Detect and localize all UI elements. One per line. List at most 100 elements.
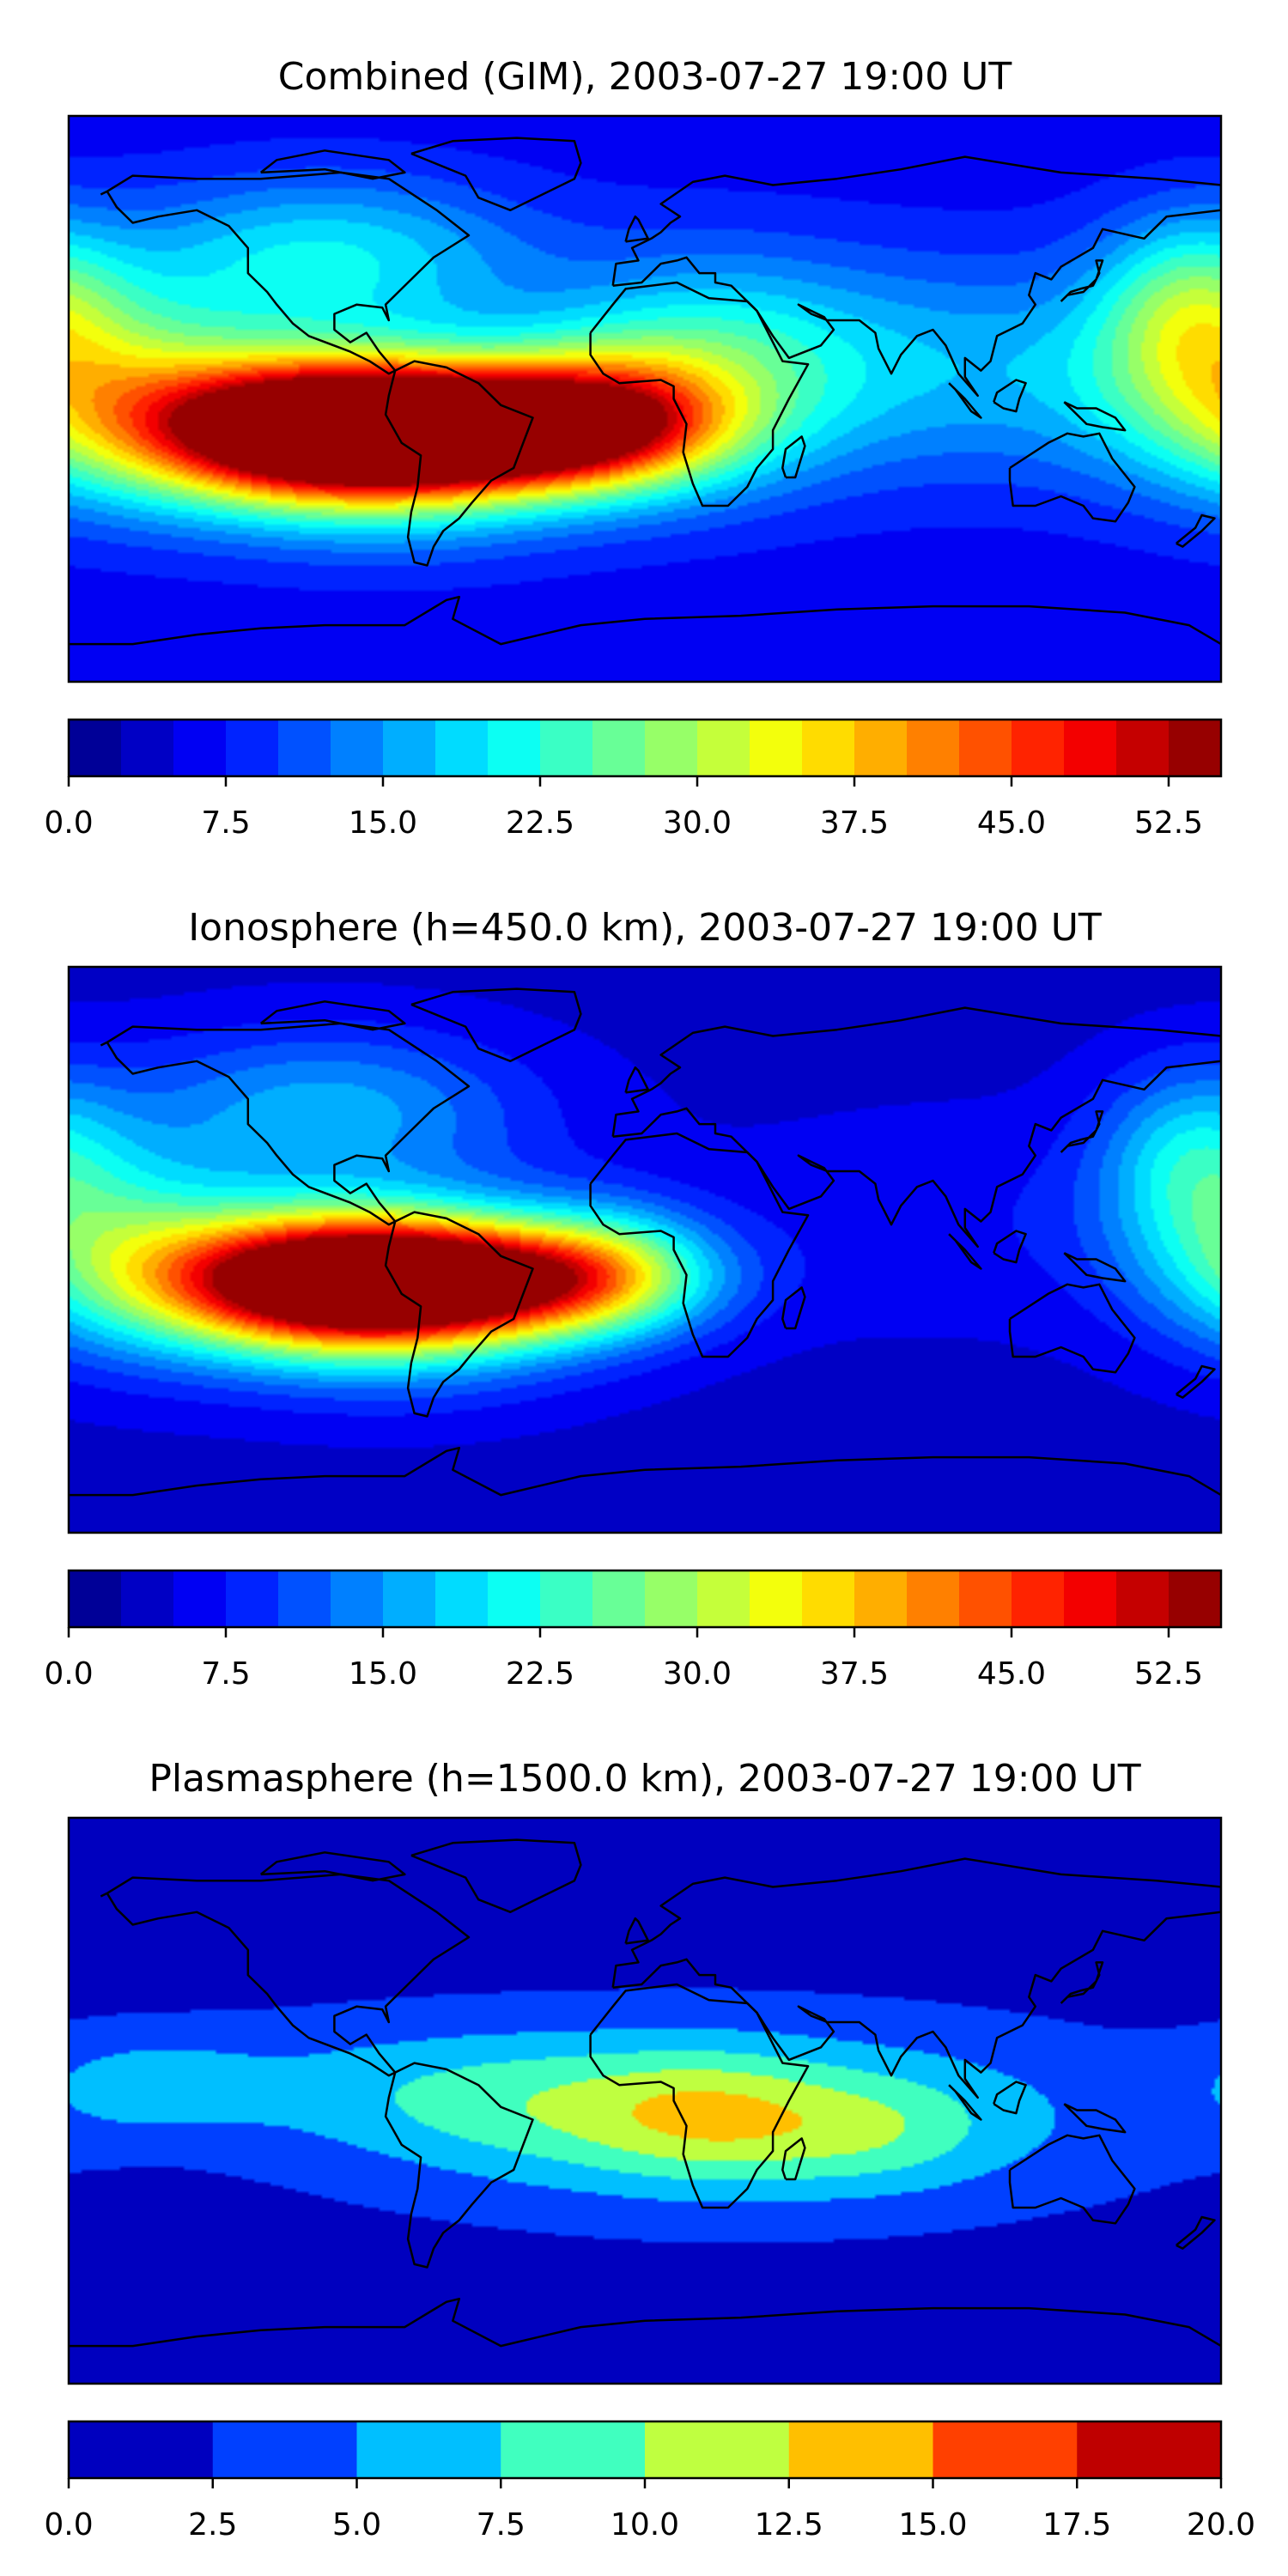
coastlines bbox=[69, 1838, 1221, 2348]
coastline-segment bbox=[259, 1000, 406, 1031]
colorbar: 0.0 7.5 15.0 22.5 30.0 37.5 45.0 52.5 bbox=[44, 1569, 1223, 1692]
colorbar-tick-label: 2.5 bbox=[188, 2507, 237, 2543]
coastline-segment bbox=[410, 137, 582, 212]
map-frame bbox=[67, 1816, 1223, 2385]
panel-combined: Combined (GIM), 2003-07-27 19:00 UT 0.0 7… bbox=[44, 55, 1223, 841]
coastline-segment bbox=[1063, 401, 1127, 432]
colorbar-level bbox=[592, 720, 646, 776]
colorbar-level bbox=[173, 720, 227, 776]
colorbar: 0.0 7.5 15.0 22.5 30.0 37.5 45.0 52.5 bbox=[44, 718, 1223, 841]
colorbar-level bbox=[69, 1571, 122, 1627]
coastline-segment bbox=[384, 1211, 534, 1418]
coastline-segment bbox=[624, 215, 649, 243]
panel-ionosphere: Ionosphere (h=450.0 km), 2003-07-27 19:0… bbox=[44, 906, 1223, 1692]
coastline-segment bbox=[69, 2297, 1221, 2348]
colorbar-frame bbox=[67, 718, 1223, 778]
coastline-segment bbox=[611, 155, 1221, 398]
colorbar-level bbox=[1077, 2421, 1222, 2478]
coastline-segment bbox=[106, 1873, 471, 2077]
coastline-segment bbox=[1008, 432, 1136, 523]
colorbar-level bbox=[1116, 1571, 1170, 1627]
coastline-segment bbox=[948, 382, 982, 419]
colorbar-tick-label: 7.5 bbox=[201, 1656, 250, 1692]
colorbar-tick-label: 45.0 bbox=[977, 805, 1046, 841]
map-frame bbox=[67, 114, 1223, 683]
colorbar-tick-label: 22.5 bbox=[506, 805, 574, 841]
colorbar-level bbox=[1012, 1571, 1065, 1627]
colorbar-level bbox=[907, 720, 960, 776]
colorbar-tick-label: 5.0 bbox=[332, 2507, 381, 2543]
colorbar-level bbox=[697, 1571, 750, 1627]
coastline-segment bbox=[589, 1983, 810, 2209]
colorbar-level bbox=[435, 1571, 489, 1627]
coastline-segment bbox=[69, 1446, 1221, 1497]
colorbar-level bbox=[278, 720, 331, 776]
colorbar-tick-label: 37.5 bbox=[820, 1656, 889, 1692]
colorbar-level bbox=[645, 720, 698, 776]
colorbar-level bbox=[488, 1571, 541, 1627]
colorbar-level bbox=[488, 720, 541, 776]
coastline-segment bbox=[100, 1041, 108, 1047]
colorbar-frame bbox=[67, 1569, 1223, 1629]
colorbar-level bbox=[383, 1571, 436, 1627]
colorbar-level bbox=[435, 720, 489, 776]
coastline-segment bbox=[384, 360, 534, 567]
colorbar-tick-label: 20.0 bbox=[1187, 2507, 1255, 2543]
colorbar-level bbox=[121, 720, 174, 776]
colorbar-tick-label: 7.5 bbox=[201, 805, 250, 841]
colorbar-level bbox=[933, 2421, 1078, 2478]
colorbar-level bbox=[69, 720, 122, 776]
colorbar-level bbox=[959, 1571, 1012, 1627]
colorbar-level bbox=[788, 2421, 934, 2478]
coastline-segment bbox=[1060, 1961, 1104, 2004]
colorbar-tick-label: 52.5 bbox=[1134, 805, 1203, 841]
coastline-segment bbox=[589, 281, 810, 507]
colorbar: 0.0 2.5 5.0 7.5 10.0 12.5 15.0 17.5 20.0 bbox=[44, 2420, 1255, 2543]
colorbar-tick-label: 0.0 bbox=[44, 1656, 93, 1692]
coastline-segment bbox=[624, 1066, 649, 1094]
colorbar-level bbox=[750, 1571, 803, 1627]
colorbar-tick-label: 30.0 bbox=[663, 1656, 732, 1692]
coastline-segment bbox=[1176, 2215, 1216, 2250]
coastline-segment bbox=[993, 1230, 1027, 1264]
colorbar-tick-label: 37.5 bbox=[820, 805, 889, 841]
colorbar-tick-label: 12.5 bbox=[755, 2507, 823, 2543]
colorbar-level bbox=[750, 720, 803, 776]
coastline-segment bbox=[259, 1851, 406, 1882]
colorbar-level bbox=[854, 1571, 908, 1627]
coastline-segment bbox=[1063, 2103, 1127, 2134]
colorbar-level bbox=[540, 1571, 593, 1627]
coastline-segment bbox=[410, 1838, 582, 1914]
colorbar-level bbox=[959, 720, 1012, 776]
panel-plasmasphere: Plasmasphere (h=1500.0 km), 2003-07-27 1… bbox=[44, 1757, 1255, 2543]
colorbar-level bbox=[278, 1571, 331, 1627]
colorbar-tick-label: 7.5 bbox=[477, 2507, 526, 2543]
coastline-segment bbox=[781, 435, 806, 479]
colorbar-tick-label: 10.0 bbox=[611, 2507, 679, 2543]
colorbar-level bbox=[173, 1571, 227, 1627]
colorbar-level bbox=[1116, 720, 1170, 776]
colorbar-tick-label: 15.0 bbox=[349, 805, 417, 841]
coastline-segment bbox=[100, 190, 108, 196]
coastline-segment bbox=[69, 595, 1221, 646]
coastline-segment bbox=[100, 1892, 108, 1898]
colorbar-level bbox=[802, 1571, 855, 1627]
colorbar-level bbox=[645, 1571, 698, 1627]
coastline-segment bbox=[624, 1917, 649, 1945]
colorbar-level bbox=[1064, 720, 1117, 776]
panel-title: Plasmasphere (h=1500.0 km), 2003-07-27 1… bbox=[149, 1757, 1140, 1801]
coastline-segment bbox=[384, 2062, 534, 2269]
coastline-segment bbox=[106, 1022, 471, 1226]
colorbar-level bbox=[331, 1571, 384, 1627]
coastline-segment bbox=[1060, 1110, 1104, 1153]
panel-title: Combined (GIM), 2003-07-27 19:00 UT bbox=[278, 55, 1012, 99]
colorbar-level bbox=[212, 2421, 358, 2478]
colorbar-tick-label: 45.0 bbox=[977, 1656, 1046, 1692]
coastline-segment bbox=[993, 2081, 1027, 2115]
colorbar-level bbox=[331, 720, 384, 776]
coastline-segment bbox=[781, 2137, 806, 2181]
coastline-segment bbox=[1008, 1283, 1136, 1374]
colorbar-tick-label: 22.5 bbox=[506, 1656, 574, 1692]
colorbar-level bbox=[226, 720, 279, 776]
coastline-segment bbox=[611, 1857, 1221, 2099]
